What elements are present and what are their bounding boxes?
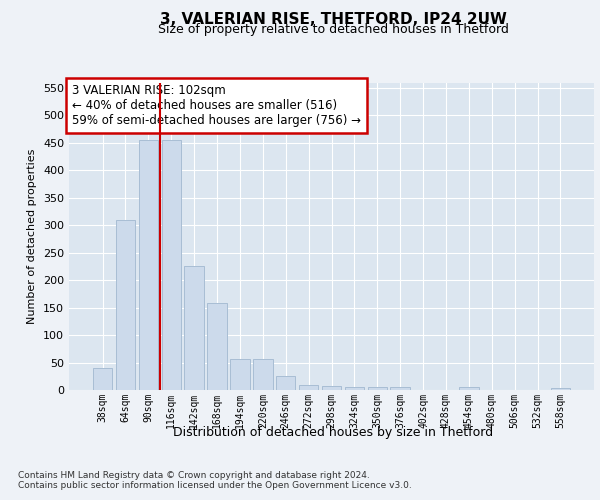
Text: 3, VALERIAN RISE, THETFORD, IP24 2UW: 3, VALERIAN RISE, THETFORD, IP24 2UW [160, 12, 506, 28]
Text: Size of property relative to detached houses in Thetford: Size of property relative to detached ho… [158, 24, 508, 36]
Bar [161, 140, 181, 390]
Bar [208, 303, 227, 390]
Bar [230, 358, 250, 390]
Bar [139, 140, 158, 390]
Bar [253, 358, 272, 390]
Text: 3 VALERIAN RISE: 102sqm
← 40% of detached houses are smaller (516)
59% of semi-d: 3 VALERIAN RISE: 102sqm ← 40% of detache… [71, 84, 361, 127]
Text: Distribution of detached houses by size in Thetford: Distribution of detached houses by size … [173, 426, 493, 439]
Bar [276, 376, 295, 390]
Bar [299, 384, 319, 390]
Bar [344, 388, 364, 390]
Bar [93, 368, 112, 390]
Y-axis label: Number of detached properties: Number of detached properties [28, 148, 37, 324]
Bar [322, 386, 341, 390]
Text: Contains public sector information licensed under the Open Government Licence v3: Contains public sector information licen… [18, 482, 412, 490]
Bar [551, 388, 570, 390]
Text: Contains HM Land Registry data © Crown copyright and database right 2024.: Contains HM Land Registry data © Crown c… [18, 470, 370, 480]
Bar [116, 220, 135, 390]
Bar [391, 388, 410, 390]
Bar [184, 266, 204, 390]
Bar [368, 388, 387, 390]
Bar [459, 388, 479, 390]
